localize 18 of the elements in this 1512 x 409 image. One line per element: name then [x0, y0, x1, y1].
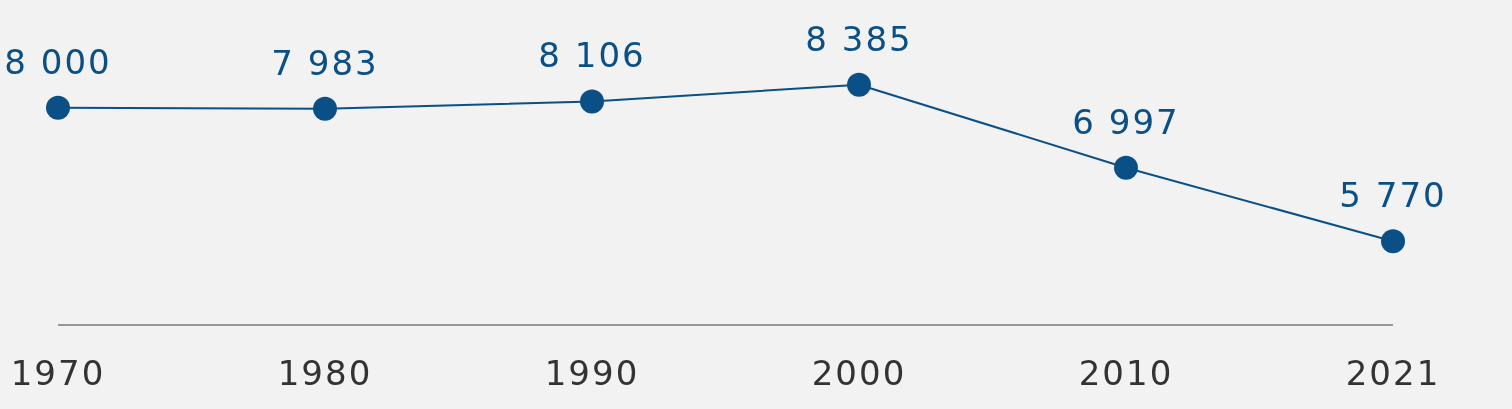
point: [580, 89, 604, 114]
x-tick-label: 2000: [811, 353, 907, 394]
point: [313, 96, 337, 121]
data-label: 8 106: [538, 35, 646, 76]
x-tick-label: 1970: [10, 353, 106, 394]
data-label: 6 997: [1072, 101, 1180, 142]
x-tick-label: 1980: [277, 353, 373, 394]
data-label: 8 000: [4, 41, 112, 82]
x-tick-label: 2010: [1078, 353, 1174, 394]
data-label: 7 983: [271, 42, 379, 83]
data-label: 8 385: [805, 18, 913, 59]
point: [1381, 229, 1405, 254]
point: [46, 95, 70, 120]
x-tick-label: 2021: [1345, 353, 1441, 394]
point: [1114, 155, 1138, 180]
x-tick-label: 1990: [544, 353, 640, 394]
data-label: 5 770: [1339, 175, 1447, 216]
point: [847, 72, 871, 97]
